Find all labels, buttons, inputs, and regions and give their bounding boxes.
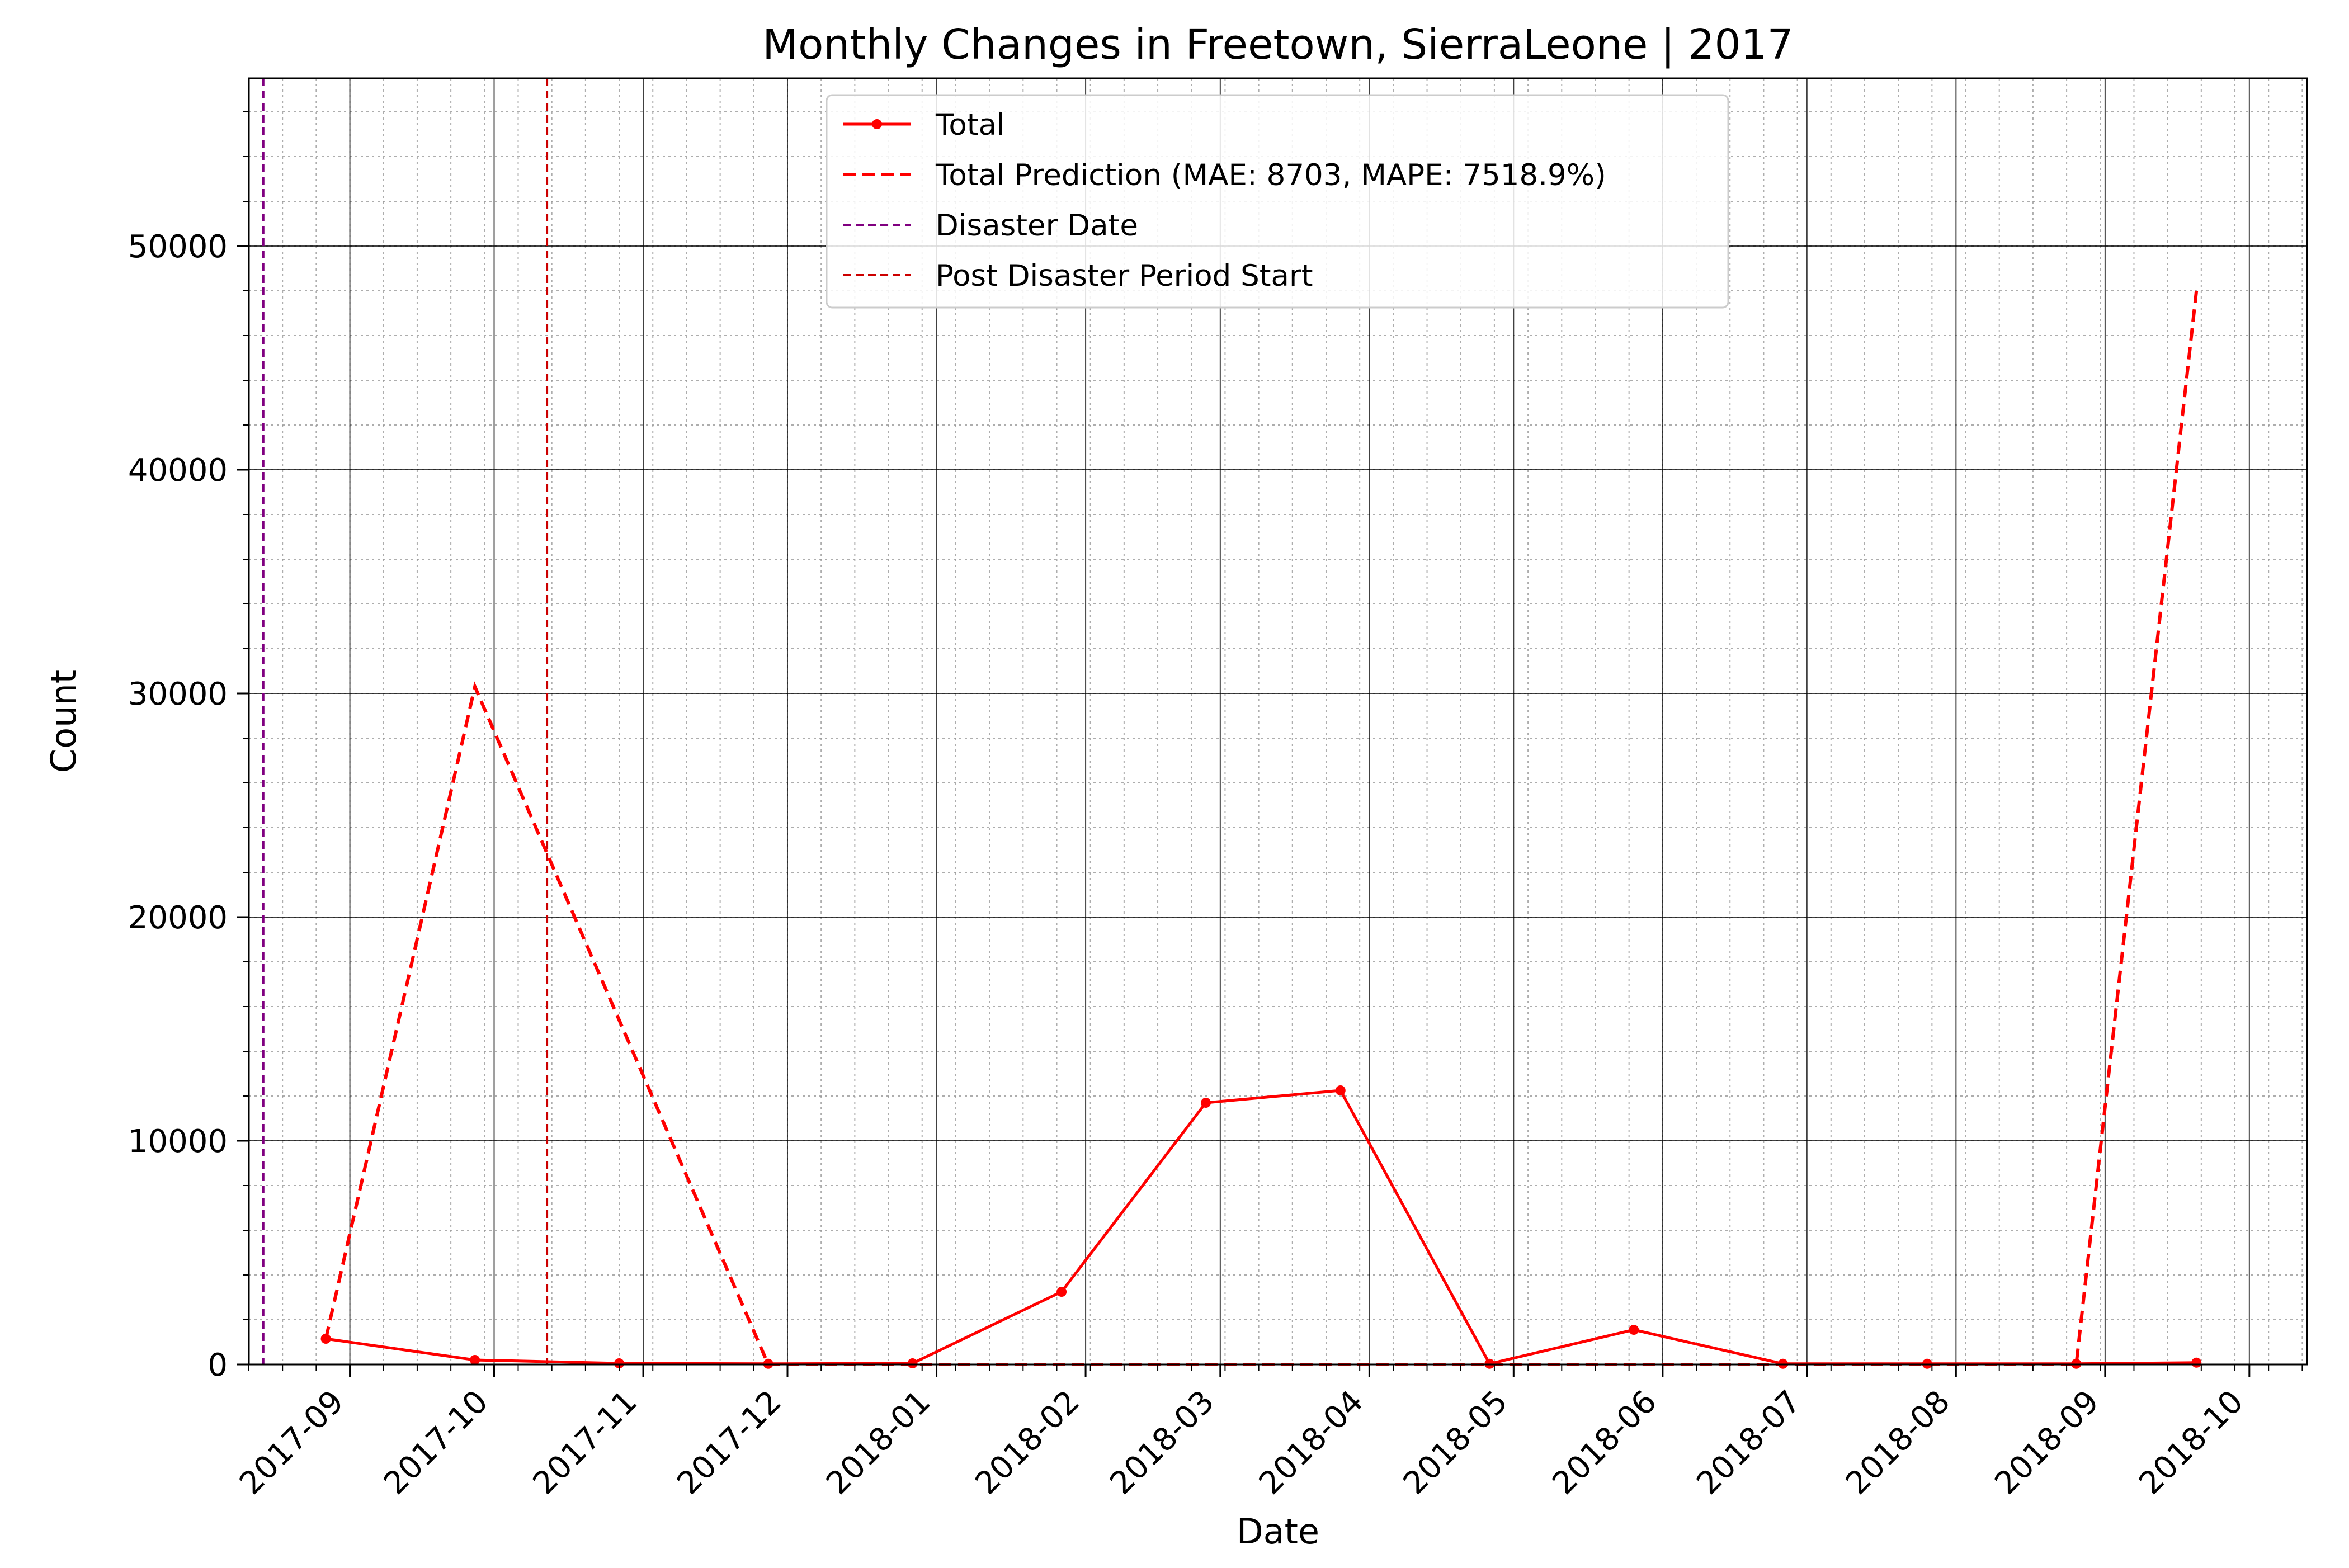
x-axis-label: Date bbox=[1237, 1511, 1319, 1552]
total-line bbox=[326, 1089, 2197, 1366]
x-tick-label: 2017-11 bbox=[526, 1383, 644, 1501]
chart-title: Monthly Changes in Freetown, SierraLeone… bbox=[762, 21, 1793, 69]
x-tick-labels: 2017-09 2017-10 2017-11 2017-12 2018-01 2018-… bbox=[233, 1383, 2251, 1501]
y-tick-label: 30000 bbox=[128, 676, 228, 712]
x-tick-label: 2018-06 bbox=[1545, 1383, 1663, 1501]
series-layer bbox=[320, 290, 2202, 1369]
y-tick-label: 20000 bbox=[128, 900, 228, 936]
x-tick-label: 2018-10 bbox=[2132, 1383, 2250, 1501]
total-point bbox=[614, 1358, 625, 1368]
reference-lines bbox=[262, 78, 549, 1364]
axis-ticks bbox=[237, 111, 2303, 1377]
x-tick-label: 2018-01 bbox=[819, 1383, 937, 1501]
legend-box bbox=[826, 94, 1729, 309]
x-tick-label: 2018-03 bbox=[1103, 1383, 1221, 1501]
legend: Total Total Prediction (MAE: 8703, MAPE:… bbox=[826, 94, 1729, 309]
major-grid bbox=[249, 78, 2307, 1365]
y-axis-label: Count bbox=[43, 670, 84, 773]
total-point bbox=[1335, 1085, 1346, 1095]
legend-label-post-disaster: Post Disaster Period Start bbox=[936, 259, 1313, 293]
x-tick-label: 2017-09 bbox=[233, 1383, 351, 1501]
x-tick-label: 2018-07 bbox=[1690, 1383, 1808, 1501]
total-point bbox=[1629, 1325, 1639, 1335]
y-tick-label: 0 bbox=[207, 1347, 228, 1383]
y-tick-labels: 0 10000 20000 30000 40000 50000 bbox=[128, 229, 228, 1383]
x-tick-label: 2017-12 bbox=[670, 1383, 788, 1501]
total-point bbox=[470, 1355, 480, 1365]
x-tick-label: 2018-04 bbox=[1252, 1383, 1370, 1501]
legend-label-prediction: Total Prediction (MAE: 8703, MAPE: 7518.… bbox=[935, 158, 1606, 192]
legend-label-total: Total bbox=[935, 108, 1005, 142]
x-tick-label: 2017-10 bbox=[377, 1383, 495, 1501]
x-tick-label: 2018-05 bbox=[1397, 1383, 1515, 1501]
y-tick-label: 10000 bbox=[128, 1123, 228, 1160]
y-tick-label: 40000 bbox=[128, 452, 228, 489]
legend-label-disaster-date: Disaster Date bbox=[936, 209, 1138, 243]
plot-frame bbox=[248, 77, 2308, 1366]
total-point bbox=[1201, 1098, 1211, 1108]
total-point bbox=[1056, 1287, 1067, 1297]
legend-marker-total bbox=[872, 119, 882, 129]
x-tick-label: 2018-02 bbox=[969, 1383, 1087, 1501]
y-tick-label: 50000 bbox=[128, 229, 228, 265]
total-point bbox=[320, 1334, 331, 1344]
x-tick-label: 2018-08 bbox=[1839, 1383, 1957, 1501]
x-tick-label: 2018-09 bbox=[1988, 1383, 2106, 1501]
total-point bbox=[2191, 1357, 2202, 1368]
